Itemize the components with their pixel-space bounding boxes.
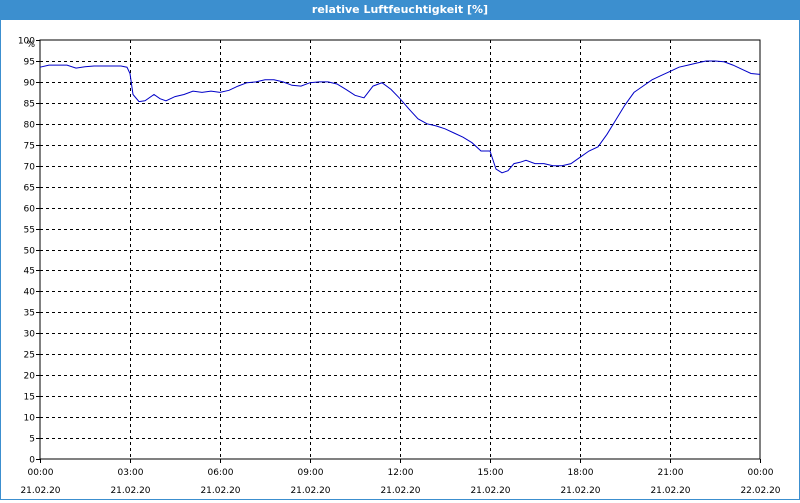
y-tick-label: 0 xyxy=(29,456,35,466)
y-tick-label: 100 xyxy=(18,37,35,47)
y-tick-label: 30 xyxy=(24,330,36,340)
x-tick-date-label: 21.02.20 xyxy=(560,486,600,496)
x-tick-time-label: 03:00 xyxy=(118,468,144,478)
x-tick-date-label: 21.02.20 xyxy=(650,486,690,496)
x-tick-date-label: 21.02.20 xyxy=(110,486,150,496)
x-tick-date-label: 21.02.20 xyxy=(470,486,510,496)
x-tick-time-label: 00:00 xyxy=(748,468,774,478)
y-tick-label: 75 xyxy=(24,142,35,152)
y-unit-label: % xyxy=(26,40,35,50)
humidity-chart: 0 5 10 15 20 25 30 35 40 45 50 55 60 65 70 75 80 85 90 95 10… xyxy=(18,37,781,497)
humidity-series-line xyxy=(39,60,761,174)
chart-area: 0 5 10 15 20 25 30 35 40 45 50 55 60 65 70 75 80 85 90 95 10… xyxy=(0,20,800,500)
x-tick-time-label: 00:00 xyxy=(28,468,54,478)
y-tick-label: 95 xyxy=(24,58,35,68)
y-tick-label: 85 xyxy=(24,100,35,110)
y-tick-label: 60 xyxy=(24,205,36,215)
y-tick-label: 55 xyxy=(24,226,35,236)
y-tick-label: 15 xyxy=(24,393,35,403)
y-tick-label: 80 xyxy=(24,121,36,131)
y-tick-label: 40 xyxy=(24,288,36,298)
y-tick-label: 50 xyxy=(24,247,36,257)
x-tick-time-label: 21:00 xyxy=(658,468,684,478)
y-tick-label: 70 xyxy=(24,163,36,173)
y-tick-label: 25 xyxy=(24,351,35,361)
x-tick-date-label: 22.02.20 xyxy=(740,486,780,496)
x-tick-time-label: 12:00 xyxy=(388,468,414,478)
y-tick-label: 5 xyxy=(29,435,35,445)
x-tick-date-label: 21.02.20 xyxy=(20,486,60,496)
x-tick-time-label: 15:00 xyxy=(478,468,504,478)
x-tick-date-label: 21.02.20 xyxy=(290,486,330,496)
y-tick-label: 65 xyxy=(24,184,35,194)
y-tick-label: 20 xyxy=(24,372,36,382)
y-tick-label: 10 xyxy=(24,414,36,424)
x-tick-time-label: 18:00 xyxy=(568,468,594,478)
x-tick-date-label: 21.02.20 xyxy=(200,486,240,496)
x-tick-date-label: 21.02.20 xyxy=(380,486,420,496)
y-tick-label: 35 xyxy=(24,309,35,319)
y-tick-label: 90 xyxy=(24,79,36,89)
x-tick-time-label: 09:00 xyxy=(298,468,324,478)
window-title: relative Luftfeuchtigkeit [%] xyxy=(0,0,800,20)
x-tick-time-label: 06:00 xyxy=(208,468,234,478)
y-tick-label: 45 xyxy=(24,267,35,277)
